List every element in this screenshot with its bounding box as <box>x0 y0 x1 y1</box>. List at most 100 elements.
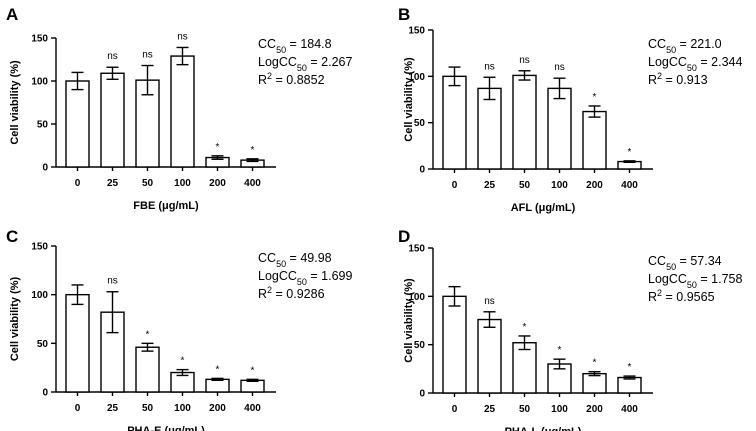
panel-b: B 0 50 100 150 Cell viability (%) 0 ns 25 ns 50 ns 1… <box>398 5 743 214</box>
x-tick-label: 200 <box>586 180 603 191</box>
x-tick-label: 200 <box>209 178 226 189</box>
y-tick-label: 50 <box>37 120 49 131</box>
y-tick-label: 100 <box>31 290 48 301</box>
bar-0 <box>65 293 90 393</box>
cc50-label: CC50 = 221.0 <box>648 37 722 55</box>
panel-letter: C <box>6 227 18 246</box>
cc50-label: CC50 = 49.98 <box>258 251 332 269</box>
y-tick-label: 50 <box>414 118 426 129</box>
x-tick-label: 50 <box>142 403 154 414</box>
x-tick-label: 0 <box>452 404 458 415</box>
x-tick-label: 100 <box>174 403 191 414</box>
x-tick-label: 25 <box>484 404 496 415</box>
x-axis-label: PHA-L (μg/mL) <box>505 426 582 431</box>
significance-label: * <box>558 345 562 356</box>
bar-50 <box>512 342 537 394</box>
x-tick-label: 0 <box>452 180 458 191</box>
x-axis-label: FBE (μg/mL) <box>133 200 199 212</box>
bar-25 <box>477 87 502 170</box>
significance-label: * <box>251 145 255 156</box>
x-tick-label: 200 <box>209 403 226 414</box>
bar-0 <box>442 295 467 394</box>
bar-100 <box>547 87 572 170</box>
r2-label: R2 = 0.9565 <box>648 288 715 304</box>
r2-label: R2 = 0.913 <box>648 71 708 87</box>
panel-letter: D <box>398 227 410 246</box>
bar-50 <box>512 74 537 170</box>
y-tick-label: 100 <box>31 77 48 88</box>
significance-label: ns <box>107 276 118 287</box>
y-tick-label: 50 <box>37 339 49 350</box>
x-tick-label: 25 <box>107 403 119 414</box>
y-tick-label: 150 <box>31 34 48 45</box>
y-tick-label: 0 <box>419 165 425 176</box>
significance-label: ns <box>484 296 495 307</box>
y-axis-label: Cell viability (%) <box>9 276 21 361</box>
bar-400 <box>617 376 642 394</box>
x-tick-label: 400 <box>244 178 261 189</box>
y-tick-label: 100 <box>408 292 425 303</box>
y-tick-label: 150 <box>31 242 48 253</box>
bar-200 <box>582 372 607 394</box>
x-tick-label: 400 <box>621 180 638 191</box>
bar-200 <box>582 110 607 170</box>
x-tick-label: 50 <box>519 404 531 415</box>
significance-label: * <box>181 356 185 367</box>
panel-a: A 0 50 100 150 Cell viability (%) 0 ns 25 ns 50 ns 1… <box>6 5 353 212</box>
significance-label: * <box>628 362 632 373</box>
cc50-label: CC50 = 184.8 <box>258 37 332 55</box>
x-tick-label: 100 <box>174 178 191 189</box>
y-tick-label: 0 <box>419 389 425 400</box>
y-tick-label: 100 <box>408 72 425 83</box>
x-tick-label: 0 <box>75 403 81 414</box>
logcc50-label: LogCC50 = 2.267 <box>258 55 353 73</box>
logcc50-label: LogCC50 = 1.699 <box>258 269 353 287</box>
bar-200 <box>205 378 230 393</box>
significance-label: * <box>628 147 632 158</box>
y-tick-label: 50 <box>414 340 426 351</box>
x-tick-label: 25 <box>484 180 496 191</box>
bar-0 <box>442 75 467 170</box>
y-axis-label: Cell viability (%) <box>9 60 21 145</box>
panel-d: D 0 50 100 150 Cell viability (%) 0 ns 25 * 50 * 100… <box>398 227 743 431</box>
x-tick-label: 100 <box>551 180 568 191</box>
x-axis-label: PHA-E (μg/mL) <box>127 425 205 431</box>
bar-25 <box>477 318 502 394</box>
significance-label: ns <box>484 61 495 72</box>
x-tick-label: 25 <box>107 178 119 189</box>
significance-label: * <box>523 322 527 333</box>
panel-letter: B <box>398 5 410 24</box>
significance-label: ns <box>519 55 530 66</box>
significance-label: * <box>251 365 255 376</box>
x-tick-label: 100 <box>551 404 568 415</box>
bar-0 <box>65 80 90 168</box>
significance-label: ns <box>177 31 188 42</box>
x-tick-label: 400 <box>244 403 261 414</box>
y-tick-label: 0 <box>42 388 48 399</box>
r2-label: R2 = 0.9286 <box>258 285 325 301</box>
bar-100 <box>170 55 195 168</box>
bar-50 <box>135 346 160 393</box>
y-tick-label: 150 <box>408 244 425 255</box>
x-tick-label: 50 <box>519 180 531 191</box>
x-axis-label: AFL (μg/mL) <box>511 202 576 214</box>
significance-label: * <box>146 329 150 340</box>
significance-label: * <box>593 92 597 103</box>
panel-c: C 0 50 100 150 Cell viability (%) 0 ns 25 * 50 * 100… <box>6 227 353 431</box>
x-tick-label: 50 <box>142 178 154 189</box>
bar-400 <box>240 379 265 393</box>
x-tick-label: 0 <box>75 178 81 189</box>
r2-label: R2 = 0.8852 <box>258 71 325 87</box>
x-tick-label: 200 <box>586 404 603 415</box>
x-tick-label: 400 <box>621 404 638 415</box>
logcc50-label: LogCC50 = 2.344 <box>648 55 743 73</box>
y-tick-label: 150 <box>408 26 425 37</box>
significance-label: ns <box>554 62 565 73</box>
cc50-label: CC50 = 57.34 <box>648 254 722 272</box>
logcc50-label: LogCC50 = 1.758 <box>648 272 743 290</box>
significance-label: ns <box>142 50 153 61</box>
bar-25 <box>100 72 125 168</box>
y-axis-label: Cell viability (%) <box>403 278 415 363</box>
significance-label: * <box>216 142 220 153</box>
